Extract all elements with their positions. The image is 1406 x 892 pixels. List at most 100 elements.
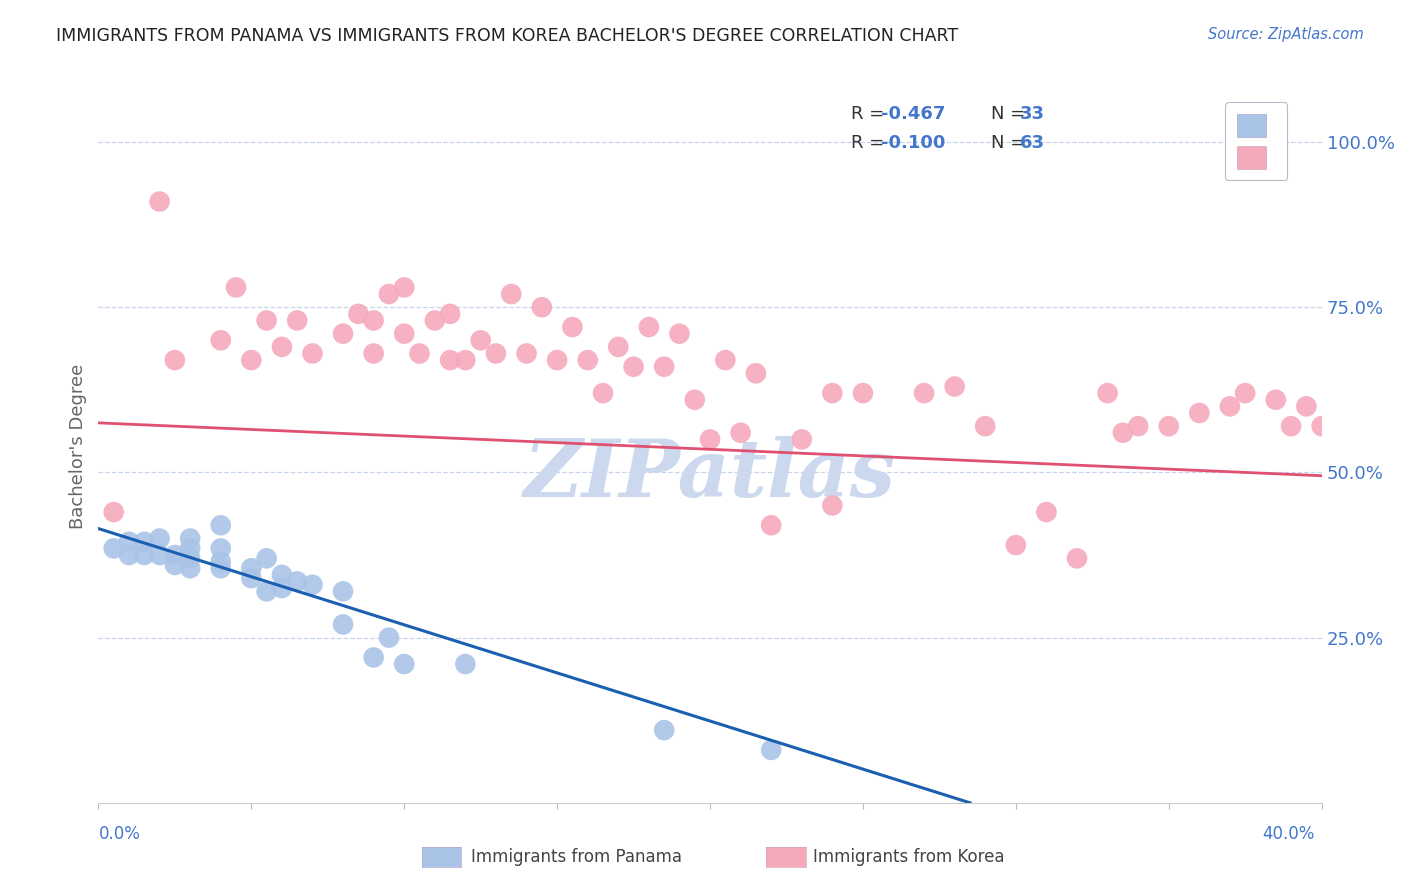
Point [1310, 419, 1333, 434]
Point [470, 333, 492, 347]
Text: 33: 33 [1019, 105, 1045, 123]
Point [439, 353, 461, 368]
Point [301, 346, 323, 360]
Point [1234, 386, 1257, 401]
Point [285, 313, 308, 327]
Point [179, 551, 201, 566]
Point [546, 353, 568, 368]
Point [363, 346, 385, 360]
Point [149, 532, 172, 546]
Point [943, 379, 966, 393]
Point [1188, 406, 1211, 420]
Text: Immigrants from Korea: Immigrants from Korea [813, 848, 1004, 866]
Point [103, 505, 125, 519]
Point [347, 307, 370, 321]
Text: Immigrants from Panama: Immigrants from Panama [471, 848, 682, 866]
Point [759, 518, 782, 533]
Point [530, 300, 553, 314]
Point [209, 333, 232, 347]
Point [501, 287, 523, 301]
Point [163, 558, 186, 572]
Point [209, 561, 232, 575]
Text: 40.0%: 40.0% [1263, 825, 1315, 843]
Text: R =: R = [851, 105, 890, 123]
Point [256, 313, 278, 327]
Point [683, 392, 706, 407]
Text: -0.100: -0.100 [882, 134, 946, 152]
Point [652, 359, 675, 374]
Legend: , : , [1225, 103, 1288, 180]
Point [134, 548, 156, 562]
Point [1066, 551, 1088, 566]
Point [852, 386, 875, 401]
Point [392, 326, 416, 341]
Text: IMMIGRANTS FROM PANAMA VS IMMIGRANTS FROM KOREA BACHELOR'S DEGREE CORRELATION CH: IMMIGRANTS FROM PANAMA VS IMMIGRANTS FRO… [56, 27, 959, 45]
Point [332, 617, 354, 632]
Point [790, 433, 813, 447]
Point [270, 581, 292, 595]
Point [759, 743, 782, 757]
Point [209, 555, 232, 569]
Point [607, 340, 630, 354]
Point [149, 194, 172, 209]
Text: Source: ZipAtlas.com: Source: ZipAtlas.com [1208, 27, 1364, 42]
Point [408, 346, 430, 360]
Point [1157, 419, 1180, 434]
Point [623, 359, 645, 374]
Point [209, 518, 232, 533]
Point [1295, 400, 1317, 414]
Point [1097, 386, 1119, 401]
Point [821, 499, 844, 513]
Y-axis label: Bachelor's Degree: Bachelor's Degree [69, 363, 87, 529]
Point [256, 584, 278, 599]
Point [256, 551, 278, 566]
Point [301, 578, 323, 592]
Point [225, 280, 247, 294]
Point [363, 650, 385, 665]
Point [439, 307, 461, 321]
Point [668, 326, 690, 341]
Point [652, 723, 675, 738]
Point [516, 346, 538, 360]
Point [974, 419, 997, 434]
Text: 0.0%: 0.0% [98, 825, 141, 843]
Point [378, 631, 401, 645]
Point [240, 571, 263, 585]
Point [332, 326, 354, 341]
Point [285, 574, 308, 589]
Point [179, 561, 201, 575]
Point [179, 541, 201, 556]
Point [576, 353, 599, 368]
Point [1004, 538, 1026, 552]
Point [179, 532, 201, 546]
Point [1035, 505, 1057, 519]
Point [699, 433, 721, 447]
Point [1219, 400, 1241, 414]
Point [363, 313, 385, 327]
Point [745, 367, 768, 381]
Point [1279, 419, 1302, 434]
Point [163, 353, 186, 368]
Point [240, 353, 263, 368]
Text: N =: N = [991, 134, 1032, 152]
Point [485, 346, 508, 360]
Point [378, 287, 401, 301]
Point [149, 548, 172, 562]
Point [118, 534, 141, 549]
Point [1264, 392, 1286, 407]
Point [270, 340, 292, 354]
Point [332, 584, 354, 599]
Point [561, 320, 583, 334]
Point [454, 353, 477, 368]
Point [454, 657, 477, 671]
Point [270, 567, 292, 582]
Point [1112, 425, 1135, 440]
Point [163, 548, 186, 562]
Text: N =: N = [991, 105, 1032, 123]
Text: ZIPatlas: ZIPatlas [524, 436, 896, 513]
Point [637, 320, 661, 334]
Point [134, 534, 156, 549]
Text: R =: R = [851, 134, 890, 152]
Text: -0.467: -0.467 [882, 105, 946, 123]
Point [730, 425, 752, 440]
